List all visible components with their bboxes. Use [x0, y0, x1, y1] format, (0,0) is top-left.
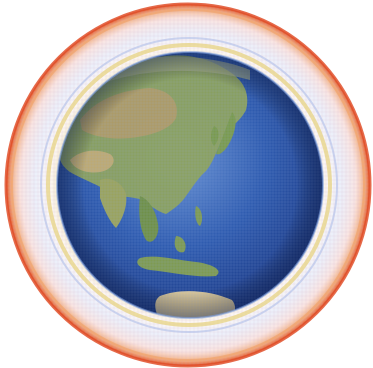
earth-globe [56, 51, 324, 319]
